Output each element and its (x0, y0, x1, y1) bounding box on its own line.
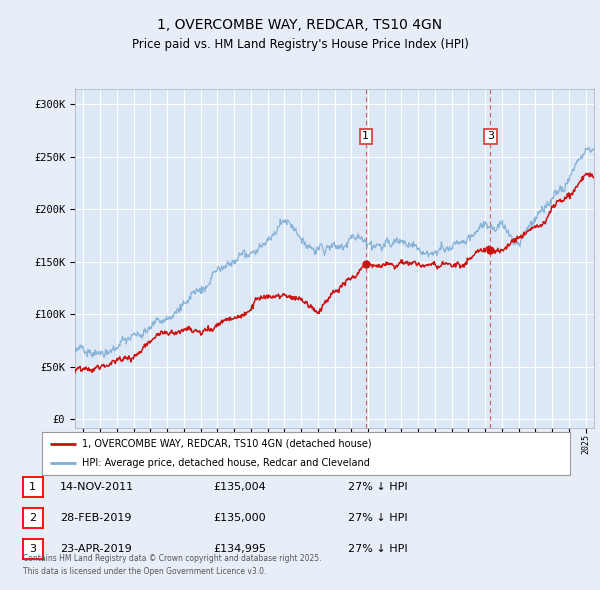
Text: 3: 3 (29, 545, 36, 554)
Text: 14-NOV-2011: 14-NOV-2011 (60, 482, 134, 491)
Text: £135,004: £135,004 (213, 482, 266, 491)
Text: Price paid vs. HM Land Registry's House Price Index (HPI): Price paid vs. HM Land Registry's House … (131, 38, 469, 51)
Text: 1: 1 (362, 132, 370, 142)
Text: 28-FEB-2019: 28-FEB-2019 (60, 513, 131, 523)
Text: 27% ↓ HPI: 27% ↓ HPI (348, 545, 407, 554)
Text: 2: 2 (29, 513, 36, 523)
Text: 27% ↓ HPI: 27% ↓ HPI (348, 513, 407, 523)
Text: 1, OVERCOMBE WAY, REDCAR, TS10 4GN (detached house): 1, OVERCOMBE WAY, REDCAR, TS10 4GN (deta… (82, 439, 371, 449)
Text: £135,000: £135,000 (213, 513, 266, 523)
Text: Contains HM Land Registry data © Crown copyright and database right 2025.
This d: Contains HM Land Registry data © Crown c… (23, 555, 322, 576)
Text: 1: 1 (29, 482, 36, 491)
Text: 23-APR-2019: 23-APR-2019 (60, 545, 132, 554)
Text: 3: 3 (487, 132, 494, 142)
Text: £134,995: £134,995 (213, 545, 266, 554)
Text: 27% ↓ HPI: 27% ↓ HPI (348, 482, 407, 491)
Text: HPI: Average price, detached house, Redcar and Cleveland: HPI: Average price, detached house, Redc… (82, 458, 370, 468)
Text: 1, OVERCOMBE WAY, REDCAR, TS10 4GN: 1, OVERCOMBE WAY, REDCAR, TS10 4GN (157, 18, 443, 32)
